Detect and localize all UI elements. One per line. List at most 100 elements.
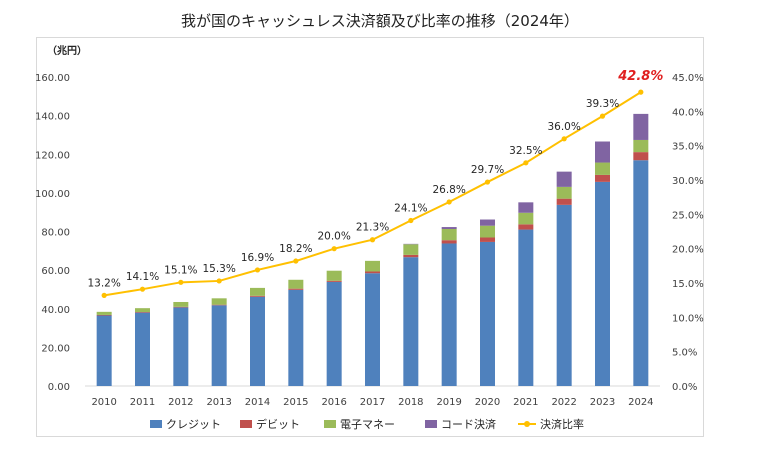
bar-segment: [518, 202, 534, 213]
y2-tick-label: 25.0%: [672, 210, 704, 221]
bar-segment: [633, 152, 649, 161]
ratio-point: [638, 89, 644, 95]
ratio-data-label: 42.8%: [617, 69, 663, 84]
ratio-data-label: 29.7%: [471, 164, 504, 176]
ratio-point: [216, 278, 222, 284]
bar-segment: [250, 295, 265, 297]
legend-swatch: [240, 420, 252, 428]
y-axis-unit: （兆円）: [47, 44, 87, 57]
bar-segment: [633, 113, 649, 140]
y2-tick-label: 5.0%: [672, 348, 697, 359]
ratio-point: [446, 199, 452, 205]
ratio-point: [331, 246, 337, 252]
bar-segment: [96, 314, 112, 316]
bar-segment: [288, 279, 304, 289]
bar-segment: [288, 289, 304, 386]
bar-segment: [518, 224, 534, 230]
bar-segment: [595, 174, 610, 182]
bar-segment: [211, 305, 227, 386]
bar-segment: [556, 204, 572, 386]
bar-segment: [173, 306, 189, 308]
ratio-point: [101, 292, 107, 298]
bar-segment: [633, 160, 649, 386]
legend-label: 電子マネー: [340, 418, 395, 431]
bar-segment: [211, 304, 227, 306]
ratio-point: [178, 279, 184, 285]
ratio-data-label: 39.3%: [586, 98, 619, 110]
y-tick-label: 40.00: [41, 305, 70, 316]
legend-label: 決済比率: [540, 417, 584, 431]
bar-segment: [326, 280, 342, 282]
y2-tick-label: 0.0%: [672, 382, 697, 393]
bar-segment: [480, 225, 495, 238]
bar-segment: [365, 273, 380, 386]
x-tick-label: 2018: [398, 397, 423, 408]
ratio-data-label: 16.9%: [241, 252, 274, 264]
bar-segment: [441, 240, 457, 244]
bar-segment: [403, 257, 419, 386]
bar-segment: [365, 260, 380, 272]
bar-segment: [556, 198, 572, 205]
y2-tick-label: 35.0%: [672, 142, 704, 153]
y2-tick-label: 20.0%: [672, 245, 704, 256]
bar-segment: [135, 312, 150, 386]
ratio-data-label: 21.3%: [356, 222, 389, 234]
x-tick-label: 2016: [321, 397, 346, 408]
y-tick-label: 140.00: [35, 112, 70, 123]
ratio-data-label: 20.0%: [317, 231, 350, 243]
bar-segment: [135, 308, 150, 313]
ratio-point: [599, 113, 606, 119]
x-tick-label: 2017: [360, 397, 385, 408]
x-tick-label: 2022: [551, 397, 576, 408]
ratio-point: [293, 258, 299, 264]
x-tick-label: 2023: [590, 397, 615, 408]
legend-swatch: [150, 420, 162, 428]
y-tick-label: 160.00: [35, 73, 70, 84]
bar-segment: [365, 271, 380, 274]
ratio-data-label: 18.2%: [279, 243, 312, 255]
ratio-data-label: 36.0%: [547, 121, 580, 133]
x-tick-label: 2015: [283, 397, 308, 408]
ratio-data-label: 26.8%: [432, 184, 465, 196]
x-tick-label: 2011: [130, 397, 155, 408]
bar-segment: [441, 227, 457, 229]
ratio-point: [484, 179, 491, 185]
x-tick-label: 2014: [245, 397, 270, 408]
bar-segment: [403, 254, 419, 258]
x-tick-label: 2020: [475, 397, 500, 408]
bar-segment: [135, 312, 150, 313]
legend-label: コード決済: [441, 417, 496, 431]
ratio-data-label: 14.1%: [126, 271, 159, 283]
ratio-data-label: 15.1%: [164, 264, 197, 276]
bar-segment: [441, 228, 457, 241]
legend-line-marker: [524, 421, 530, 427]
bar-segment: [250, 287, 265, 296]
y-tick-label: 100.00: [35, 189, 70, 200]
y2-tick-label: 40.0%: [672, 107, 704, 118]
x-tick-label: 2021: [513, 397, 538, 408]
bar-segment: [211, 298, 227, 305]
legend-swatch: [324, 420, 336, 428]
ratio-point: [369, 237, 376, 243]
bar-segment: [595, 141, 610, 163]
y-tick-label: 0.00: [48, 382, 70, 393]
bar-segment: [556, 171, 572, 187]
bar-segment: [326, 270, 342, 281]
y2-tick-label: 15.0%: [672, 279, 704, 290]
bar-segment: [326, 281, 342, 386]
bar-segment: [518, 212, 534, 225]
y2-tick-label: 10.0%: [672, 313, 704, 324]
ratio-point: [139, 286, 146, 292]
x-tick-label: 2012: [168, 397, 193, 408]
ratio-data-label: 15.3%: [202, 263, 235, 275]
bar-segment: [480, 241, 495, 386]
bar-segment: [633, 139, 649, 153]
y-tick-label: 60.00: [41, 266, 70, 277]
x-tick-label: 2010: [91, 397, 116, 408]
y-tick-label: 80.00: [41, 228, 70, 239]
bar-segment: [480, 237, 495, 242]
ratio-point: [408, 217, 414, 224]
bar-segment: [595, 181, 610, 386]
chart-frame: [36, 37, 704, 437]
